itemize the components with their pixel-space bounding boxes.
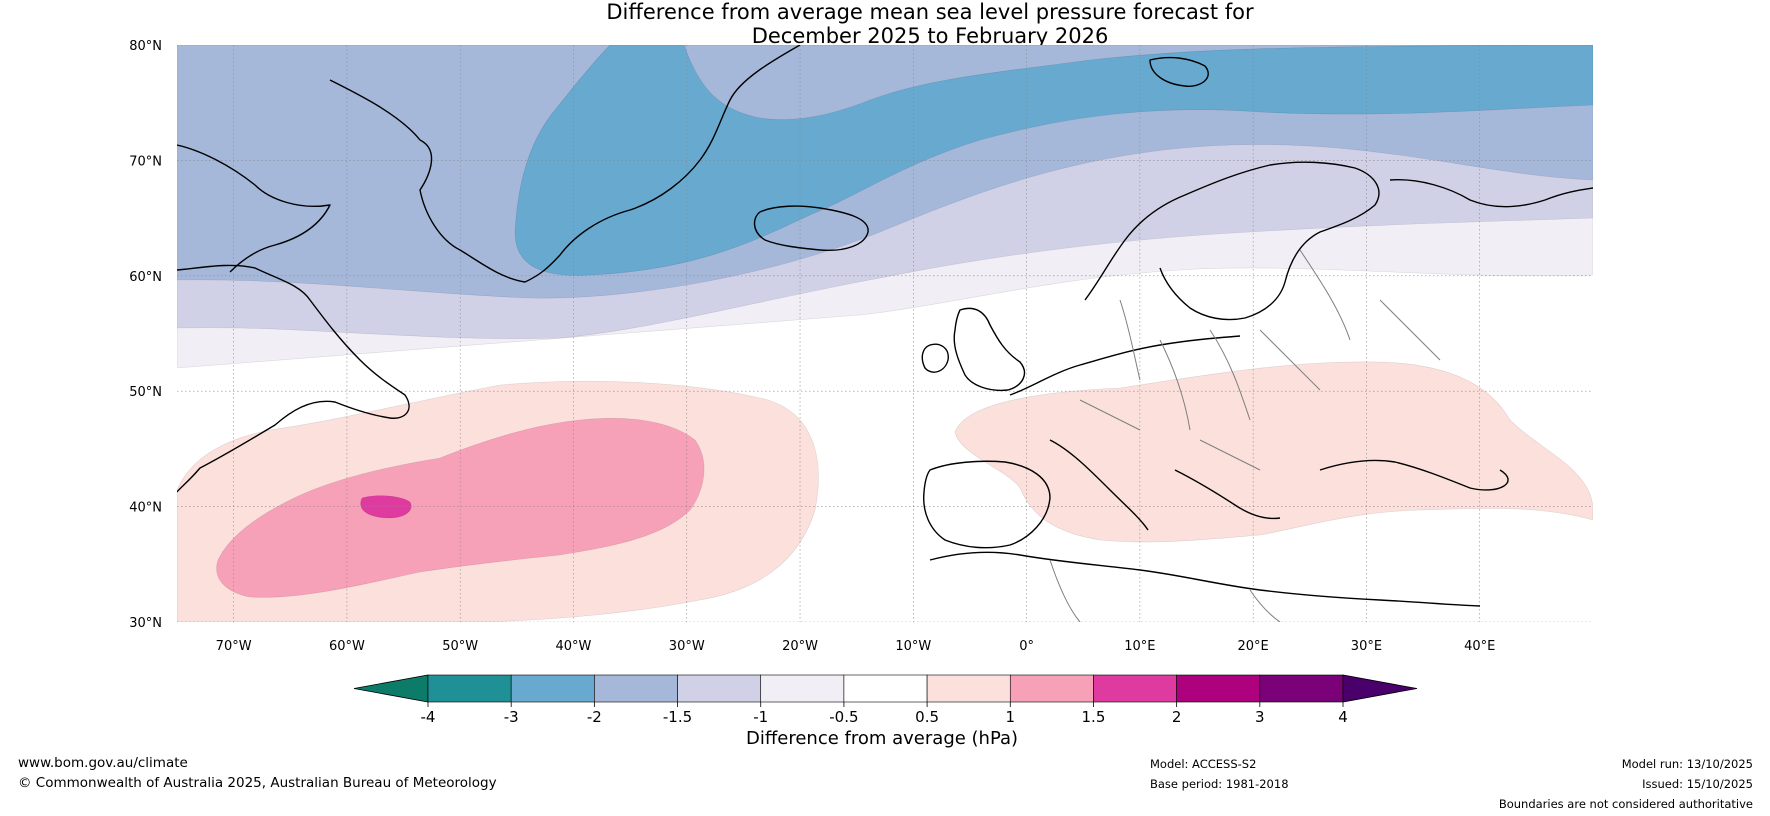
contour-band-neg-3 [514, 45, 1593, 276]
colorbar-swatch [594, 674, 678, 703]
iberia-coast [923, 460, 1051, 549]
longitude-label: 30°E [1351, 639, 1382, 654]
country-border [1199, 439, 1261, 471]
colorbar-tick-label: -3 [504, 708, 519, 726]
country-border [1119, 299, 1141, 381]
colorbar-swatch [1176, 674, 1261, 703]
country-border [1259, 329, 1321, 391]
colorbar-tick-label: 4 [1338, 708, 1348, 726]
colorbar-swatch [760, 674, 845, 703]
baffin-island-coast [177, 144, 331, 273]
country-border [1079, 399, 1141, 431]
colorbar-tick-label: 1 [1005, 708, 1015, 726]
country-border [1049, 559, 1081, 622]
scandinavia-coast [1084, 161, 1380, 321]
footer-website[interactable]: www.bom.gov.au/climate [18, 755, 188, 771]
longitude-label: 20°W [782, 639, 818, 654]
footer-model: Model: ACCESS-S2 [1150, 757, 1257, 771]
country-border [1299, 249, 1351, 341]
contour-band-pos-1 [216, 417, 705, 598]
longitude-label: 70°W [216, 639, 252, 654]
longitude-label: 30°W [669, 639, 705, 654]
colorbar-swatch [427, 674, 512, 703]
british-isles-coast [921, 307, 1026, 392]
colorbar-swatch [1259, 674, 1344, 703]
country-border [1159, 339, 1191, 431]
country-border [1379, 299, 1441, 361]
footer-issued: Issued: 15/10/2025 [1642, 777, 1753, 791]
labrador-coast [177, 264, 410, 493]
svalbard-coast [1149, 56, 1209, 87]
colorbar-swatch [926, 674, 1011, 703]
colorbar-swatch [1009, 674, 1094, 703]
europe-mainland-coast [1009, 335, 1509, 531]
colorbar-swatch [1093, 674, 1177, 703]
longitude-label: 60°W [329, 639, 365, 654]
colorbar-tick-label: -1 [753, 708, 768, 726]
colorbar-tick-label: -4 [421, 708, 436, 726]
longitude-label: 10°E [1124, 639, 1155, 654]
colorbar-swatch [677, 674, 762, 703]
colorbar-tick-label: 2 [1172, 708, 1182, 726]
latitude-label: 50°N [129, 385, 162, 400]
colorbar: -4 -3 -2 -1.5 -1 -0.5 0.5 1 1.5 2 3 4 [353, 674, 1418, 726]
latitude-label: 70°N [129, 154, 162, 169]
north-africa-coast [929, 551, 1481, 607]
longitude-label: 20°E [1238, 639, 1269, 654]
longitude-label: 40°W [556, 639, 592, 654]
country-border [1249, 589, 1281, 622]
colorbar-tick-label: -1.5 [663, 708, 692, 726]
country-borders [1049, 249, 1441, 622]
map-title: Difference from average mean sea level p… [0, 0, 1770, 48]
colorbar-tick-label: 3 [1255, 708, 1265, 726]
colorbar-extend-low [353, 674, 429, 703]
colorbar-swatch [510, 674, 595, 703]
greenland-coast [329, 45, 801, 283]
axis-labels: 30°N 40°N 50°N 60°N 70°N 80°N 70°W 60°W 50°W 40°W… [129, 39, 1495, 654]
latitude-label: 40°N [129, 501, 162, 516]
footer-model-run: Model run: 13/10/2025 [1621, 757, 1753, 771]
longitude-label: 40°E [1464, 639, 1495, 654]
colorbar-swatch [843, 674, 928, 703]
country-border [1209, 329, 1251, 421]
colorbar-tick-label: -2 [587, 708, 602, 726]
iceland-coast [753, 205, 869, 252]
latitude-label: 60°N [129, 270, 162, 285]
title-line-1: Difference from average mean sea level p… [606, 0, 1254, 24]
colorbar-tick-label: 1.5 [1082, 708, 1106, 726]
longitude-label: 50°W [442, 639, 478, 654]
colorbar-tick-label: -0.5 [829, 708, 858, 726]
latitude-label: 30°N [129, 616, 162, 631]
footer-base-period: Base period: 1981-2018 [1150, 777, 1289, 791]
contour-band-pos-0.5-europe [954, 361, 1593, 543]
graticule [177, 45, 1593, 622]
russia-arctic-coast [1389, 179, 1593, 208]
colorbar-label: Difference from average (hPa) [746, 728, 1019, 749]
footer-disclaimer: Boundaries are not considered authoritat… [1498, 797, 1753, 811]
coastlines [177, 45, 1593, 607]
colorbar-tick-label: 0.5 [915, 708, 939, 726]
map-plot-area [177, 45, 1593, 622]
latitude-label: 80°N [129, 39, 162, 54]
longitude-label: 10°W [895, 639, 931, 654]
footer-copyright: © Commonwealth of Australia 2025, Austra… [18, 775, 497, 791]
longitude-label: 0° [1019, 639, 1034, 654]
title-line-2: December 2025 to February 2026 [751, 24, 1109, 48]
colorbar-extend-high [1342, 674, 1418, 703]
